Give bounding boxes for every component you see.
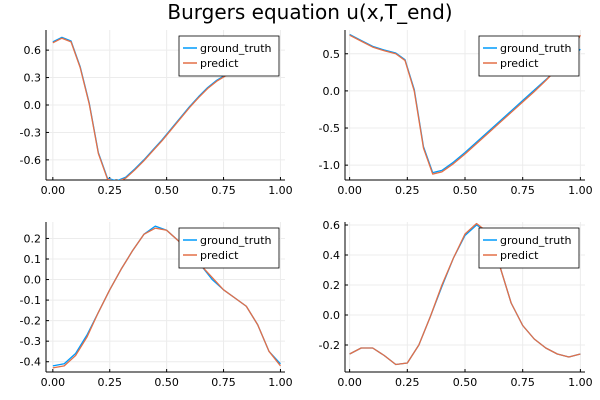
y-tick-label: 0.0 bbox=[323, 309, 341, 322]
y-tick-label: 0.0 bbox=[323, 85, 341, 98]
y-tick-label: 0.2 bbox=[24, 232, 42, 245]
x-tick-label: 0.00 bbox=[337, 184, 362, 197]
subplot-3: 0.00 0.25 0.50 0.75 1.00 0.2 0.1 0.0 -0.1 -0.2 -0.… bbox=[20, 222, 293, 389]
y-tick-label: 0.5 bbox=[323, 48, 341, 61]
x-tick-label: 0.75 bbox=[510, 184, 535, 197]
series-line-predict bbox=[52, 37, 236, 180]
x-tick-label: 0.75 bbox=[510, 376, 535, 389]
x-tick-label: 1.00 bbox=[268, 376, 293, 389]
x-tick-label: 0.25 bbox=[97, 184, 122, 197]
series-line-predict bbox=[349, 222, 581, 366]
legend-label: predict bbox=[500, 249, 539, 262]
y-tick-label: -0.3 bbox=[20, 335, 41, 348]
y-tick-label: 0.0 bbox=[24, 99, 42, 112]
legend-label: predict bbox=[200, 57, 239, 70]
x-tick-label: 0.00 bbox=[41, 184, 66, 197]
x-tick-label: 0.50 bbox=[453, 184, 478, 197]
y-tick-label: 0.6 bbox=[323, 219, 341, 232]
y-tick-label: -0.6 bbox=[20, 154, 41, 167]
y-tick-label: -0.4 bbox=[20, 356, 41, 369]
y-tick-label: -0.3 bbox=[20, 126, 41, 139]
subplot-4: 0.00 0.25 0.50 0.75 1.00 0.6 0.4 0.2 0.0 -0.2 grou… bbox=[319, 219, 593, 389]
legend-label: predict bbox=[200, 249, 239, 262]
y-tick-label: 0.0 bbox=[24, 274, 42, 287]
series-line-predict bbox=[52, 227, 281, 369]
subplot-grid: 0.00 0.25 0.50 0.75 1.00 0.6 0.3 0.0 -0.3 -0.6 gro… bbox=[20, 30, 593, 389]
x-tick-label: 0.25 bbox=[395, 184, 420, 197]
series-line-predict bbox=[349, 34, 581, 175]
y-tick-label: 0.1 bbox=[24, 253, 42, 266]
legend-label: ground_truth bbox=[500, 42, 572, 55]
legend-label: ground_truth bbox=[200, 42, 272, 55]
x-tick-label: 0.25 bbox=[97, 376, 122, 389]
x-tick-label: 1.00 bbox=[568, 184, 593, 197]
y-tick-label: -0.2 bbox=[20, 315, 41, 328]
x-tick-label: 0.00 bbox=[337, 376, 362, 389]
y-tick-label: 0.6 bbox=[24, 44, 42, 57]
y-tick-label: 0.2 bbox=[323, 279, 341, 292]
x-tick-label: 1.00 bbox=[268, 184, 293, 197]
subplot-1: 0.00 0.25 0.50 0.75 1.00 0.6 0.3 0.0 -0.3 -0.6 gro… bbox=[20, 30, 293, 197]
x-tick-label: 0.50 bbox=[154, 184, 179, 197]
y-tick-label: -0.2 bbox=[319, 339, 340, 352]
subplot-2: 0.00 0.25 0.50 0.75 1.00 0.5 0.0 -0.5 -1.0 ground… bbox=[319, 30, 593, 197]
y-tick-label: -1.0 bbox=[319, 159, 340, 172]
y-tick-label: -0.5 bbox=[319, 122, 340, 135]
legend-box bbox=[478, 35, 580, 77]
x-tick-label: 0.50 bbox=[453, 376, 478, 389]
x-tick-label: 1.00 bbox=[568, 376, 593, 389]
series-line-ground-truth bbox=[349, 33, 581, 174]
y-tick-label: -0.1 bbox=[20, 294, 41, 307]
legend-box bbox=[178, 227, 280, 269]
x-tick-label: 0.50 bbox=[154, 376, 179, 389]
legend-label: ground_truth bbox=[200, 234, 272, 247]
x-tick-label: 0.25 bbox=[395, 376, 420, 389]
x-tick-label: 0.75 bbox=[211, 376, 236, 389]
x-tick-label: 0.75 bbox=[211, 184, 236, 197]
y-tick-label: 0.3 bbox=[24, 72, 42, 85]
y-tick-label: 0.4 bbox=[323, 249, 341, 262]
x-tick-label: 0.00 bbox=[41, 376, 66, 389]
legend-label: ground_truth bbox=[500, 234, 572, 247]
figure-title: Burgers equation u(x,T_end) bbox=[167, 0, 452, 24]
legend-box bbox=[478, 227, 580, 269]
legend-label: predict bbox=[500, 57, 539, 70]
legend-box bbox=[178, 35, 280, 77]
